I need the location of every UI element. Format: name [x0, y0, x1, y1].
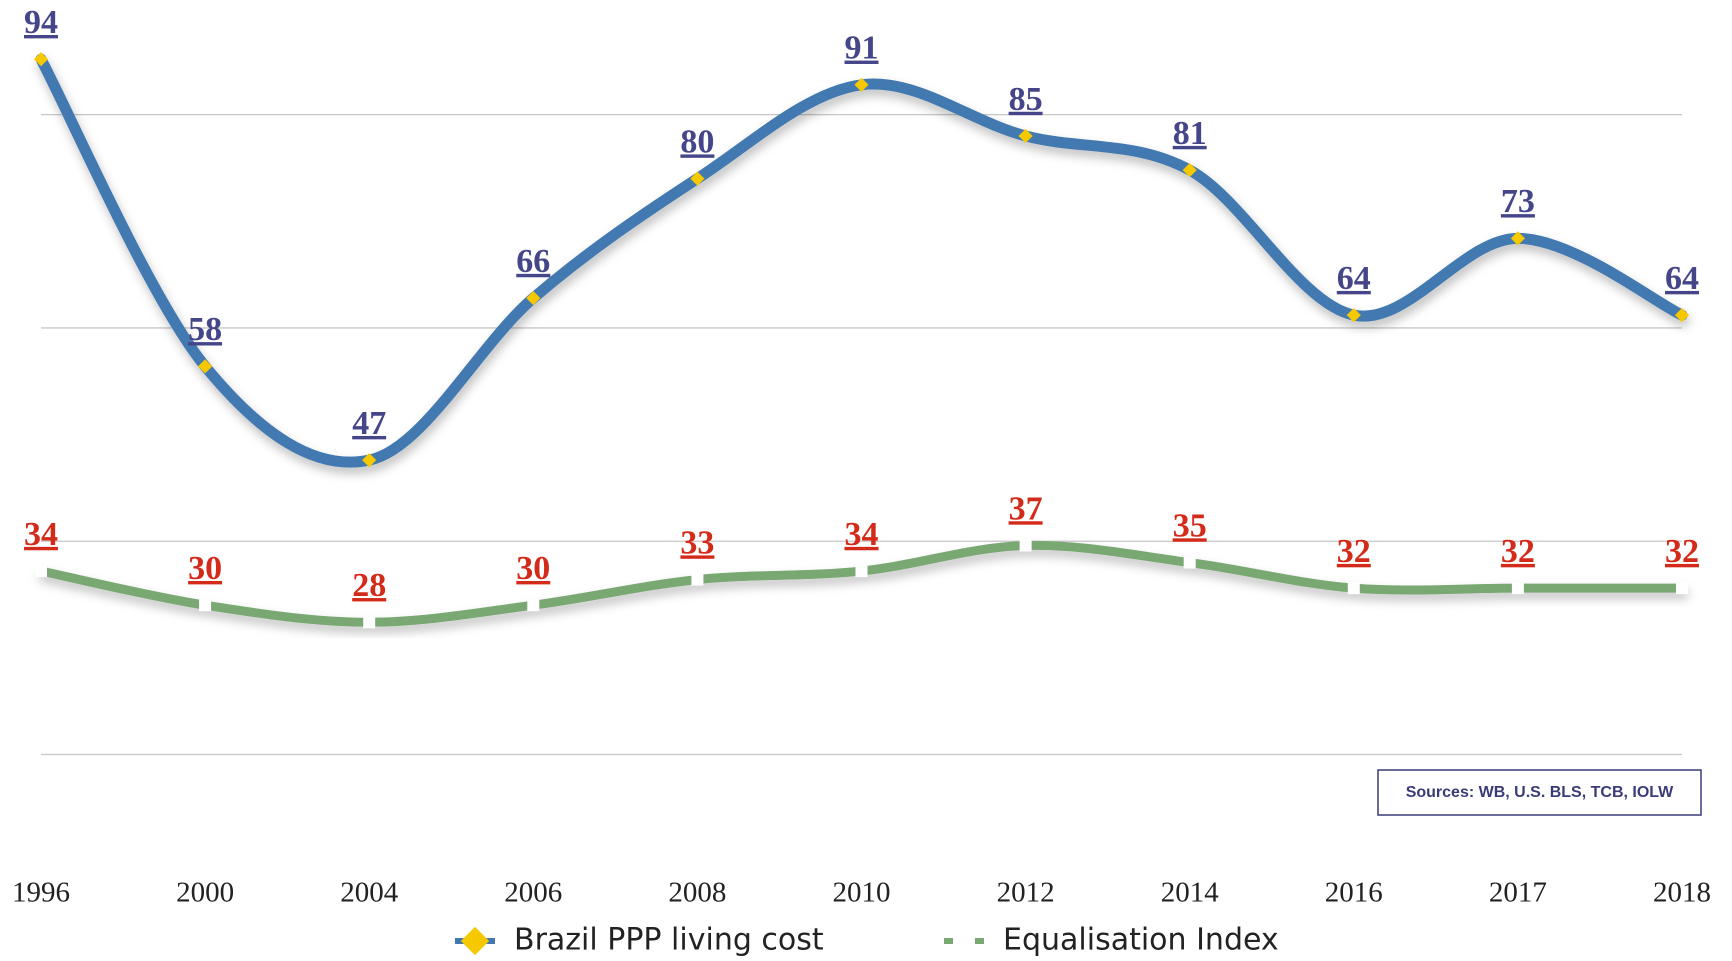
marker — [35, 565, 47, 578]
data-label: 34 — [24, 516, 58, 553]
data-label: 80 — [680, 123, 714, 160]
legend-marker — [460, 926, 490, 956]
series-line — [35, 53, 1688, 468]
data-label: 33 — [680, 524, 714, 561]
marker — [1018, 128, 1033, 144]
x-tick-label: 2018 — [1653, 877, 1711, 909]
data-label: 64 — [1665, 260, 1699, 297]
data-label: 66 — [516, 243, 550, 280]
x-tick-label: 2000 — [176, 877, 234, 909]
marker — [1347, 582, 1360, 595]
marker — [1511, 582, 1524, 595]
x-tick-label: 2010 — [833, 877, 891, 909]
marker — [527, 599, 540, 612]
data-label: 58 — [188, 311, 222, 348]
marker — [690, 171, 705, 186]
x-tick-label: 2006 — [504, 877, 562, 909]
legend-label: Brazil PPP living cost — [514, 923, 824, 958]
marker — [854, 77, 869, 92]
marker — [33, 52, 49, 67]
legend-marker — [953, 930, 975, 952]
data-label: 30 — [188, 550, 222, 587]
x-tick-label: 1996 — [12, 877, 70, 909]
data-label: 37 — [1009, 490, 1043, 527]
data-label: 81 — [1173, 115, 1207, 152]
x-tick-label: 2004 — [340, 877, 399, 909]
x-tick-label: 2008 — [668, 877, 726, 909]
source-box — [1377, 769, 1702, 816]
data-label: 32 — [1501, 533, 1535, 570]
marker — [362, 453, 377, 468]
data-label: 64 — [1337, 260, 1371, 297]
source: Sources: WB, U.S. BLS, TCB, IOLW — [1406, 784, 1674, 801]
marker — [199, 599, 212, 612]
marker — [1182, 163, 1197, 178]
data-label: 47 — [352, 405, 386, 442]
x-tick-label: 2017 — [1489, 877, 1547, 909]
marker — [1346, 308, 1361, 323]
x-tick-label: 2016 — [1325, 877, 1383, 909]
data-label: 94 — [24, 4, 58, 41]
legend-label: Equalisation Index — [1003, 923, 1279, 958]
data-label: 32 — [1665, 533, 1699, 570]
series-line — [36, 540, 1687, 627]
marker — [1676, 582, 1688, 595]
x-tick-label: 2012 — [997, 877, 1055, 909]
marker — [1183, 556, 1196, 569]
data-label: 32 — [1337, 533, 1371, 570]
marker — [691, 573, 704, 586]
data-label: 85 — [1009, 81, 1043, 118]
data-label: 28 — [352, 567, 386, 604]
marker — [855, 565, 868, 578]
data-label: 35 — [1173, 507, 1207, 544]
marker — [1510, 231, 1525, 246]
data-label: 91 — [845, 30, 879, 67]
data-label: 73 — [1501, 183, 1535, 220]
marker — [526, 290, 541, 306]
data-label: 30 — [516, 550, 550, 587]
marker — [1019, 539, 1032, 552]
marker — [198, 359, 213, 374]
marker — [363, 616, 376, 629]
data-label: 34 — [845, 516, 879, 553]
x-tick-label: 2014 — [1161, 877, 1220, 909]
marker — [1674, 308, 1690, 323]
